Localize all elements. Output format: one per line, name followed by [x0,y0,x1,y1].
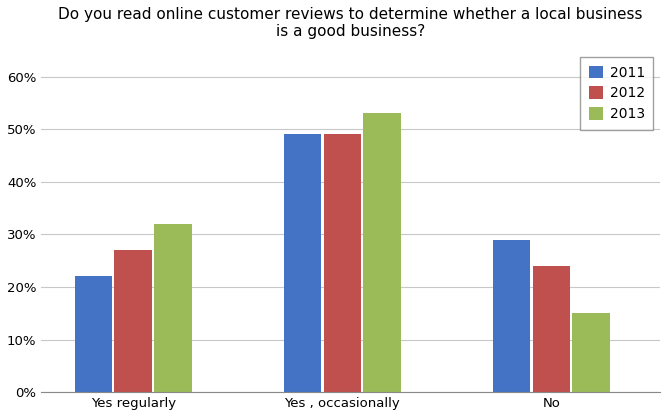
Bar [323,134,361,392]
Bar [364,113,401,392]
Title: Do you read online customer reviews to determine whether a local business
is a g: Do you read online customer reviews to d… [59,7,643,39]
Bar [283,134,321,392]
Bar [154,224,192,392]
Bar [532,266,570,392]
Bar [115,250,152,392]
Bar [572,313,610,392]
Legend: 2011, 2012, 2013: 2011, 2012, 2013 [580,57,653,130]
Bar [493,240,530,392]
Bar [75,276,112,392]
